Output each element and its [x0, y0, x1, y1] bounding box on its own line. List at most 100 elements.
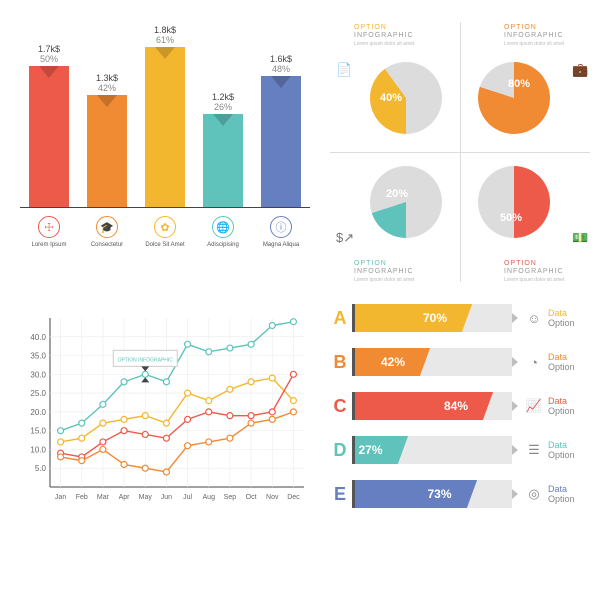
series-3	[61, 412, 294, 472]
pie-title: OPTION	[504, 260, 537, 267]
pie-title: OPTION	[354, 24, 387, 31]
marker	[100, 401, 106, 407]
hbar-letter: C	[330, 396, 350, 417]
hbar-pct-label: 70%	[423, 311, 447, 325]
marker	[79, 435, 85, 441]
marker	[206, 349, 212, 355]
pie-lorem: Lorem ipsum dolor sit amet	[504, 41, 564, 47]
hbar-pct-label: 27%	[359, 443, 383, 457]
marker	[290, 398, 296, 404]
marker	[185, 443, 191, 449]
svg-text:Jun: Jun	[161, 494, 172, 501]
svg-text:Nov: Nov	[266, 494, 279, 501]
category-caption: Consectetur	[87, 242, 127, 248]
marker	[185, 416, 191, 422]
svg-text:Jul: Jul	[183, 494, 192, 501]
marker	[269, 323, 275, 329]
bar-notch-icon	[39, 66, 59, 78]
hbar-icon: ◎	[524, 486, 544, 502]
bar-notch-icon	[213, 114, 233, 126]
pie-icon: $↗	[336, 230, 354, 246]
marker	[163, 420, 169, 426]
bar-chart: 1.7k$50%1.3k$42%1.8k$61%1.2k$26%1.6k$48%…	[20, 48, 310, 273]
pie-tr: OPTIONINFOGRAPHICLorem ipsum dolor sit a…	[460, 22, 590, 152]
marker	[121, 416, 127, 422]
marker	[163, 469, 169, 475]
pie-pct-label: 40%	[380, 92, 402, 104]
series-1	[61, 378, 294, 442]
svg-text:30.0: 30.0	[30, 370, 46, 379]
hbar-arrow-icon	[512, 401, 518, 411]
hbar-text: DataOption	[548, 352, 575, 372]
hbar-text: DataOption	[548, 396, 575, 416]
bar-rect	[145, 47, 185, 207]
category-caption: Dolce Sit Amet	[145, 242, 185, 248]
pie-subtitle: INFOGRAPHIC	[504, 268, 564, 275]
category-icon: ☩	[38, 216, 60, 238]
category-icon: ✿	[154, 216, 176, 238]
marker	[248, 420, 254, 426]
marker	[227, 413, 233, 419]
pie-circle	[478, 62, 550, 134]
bar-rect	[87, 95, 127, 207]
pie-lorem: Lorem ipsum dolor sit amet	[354, 41, 414, 47]
bar-label: 1.2k$26%	[212, 92, 234, 112]
hbar-list: A70%☺DataOptionB42%◔DataOptionC84%📈DataO…	[330, 300, 592, 540]
marker	[227, 386, 233, 392]
marker	[290, 319, 296, 325]
hbar-slant	[452, 480, 476, 508]
svg-text:20.0: 20.0	[30, 408, 46, 417]
hbar-pct-label: 84%	[444, 399, 468, 413]
svg-text:25.0: 25.0	[30, 389, 46, 398]
marker	[248, 379, 254, 385]
hbar-letter: E	[330, 484, 350, 505]
svg-text:40.0: 40.0	[30, 333, 46, 342]
hbar-slant	[469, 392, 493, 420]
marker	[142, 413, 148, 419]
category-icon: ⓘ	[270, 216, 292, 238]
marker	[121, 379, 127, 385]
svg-text:May: May	[139, 494, 153, 501]
line-chart: 5.010.015.020.025.030.035.040.0JanFebMar…	[20, 310, 310, 505]
marker	[185, 390, 191, 396]
marker	[163, 379, 169, 385]
pie-bl: OPTIONINFOGRAPHICLorem ipsum dolor sit a…	[330, 152, 460, 282]
pie-subtitle: INFOGRAPHIC	[354, 32, 414, 39]
category-icon: 🌐	[212, 216, 234, 238]
marker	[290, 371, 296, 377]
marker	[79, 458, 85, 464]
bar-rect	[203, 114, 243, 207]
svg-text:Sep: Sep	[224, 494, 237, 501]
pie-pct-label: 50%	[500, 212, 522, 224]
hbar-row-B: B42%◔DataOption	[330, 344, 592, 380]
pie-circle	[370, 166, 442, 238]
svg-text:5.0: 5.0	[35, 464, 47, 473]
hbar-icon: 📈	[524, 398, 544, 414]
hbar-icon: ☰	[524, 442, 544, 458]
pie-lorem: Lorem ipsum dolor sit amet	[504, 277, 564, 283]
marker	[206, 409, 212, 415]
pie-grid: OPTIONINFOGRAPHICLorem ipsum dolor sit a…	[330, 22, 590, 282]
svg-text:Feb: Feb	[76, 494, 88, 501]
svg-text:35.0: 35.0	[30, 352, 46, 361]
marker	[58, 428, 64, 434]
svg-text:OPTION INFOGRAPHIC: OPTION INFOGRAPHIC	[118, 357, 174, 363]
bar-category-2: ✿ Dolce Sit Amet	[145, 216, 185, 248]
bar-3: 1.2k$26%	[203, 114, 243, 207]
hbar-track: 70%	[352, 304, 512, 332]
bar-category-0: ☩Lorem Ipsum	[29, 216, 69, 248]
marker	[100, 420, 106, 426]
bar-label: 1.8k$61%	[154, 25, 176, 45]
hbar-text: DataOption	[548, 440, 575, 460]
line-chart-svg: 5.010.015.020.025.030.035.040.0JanFebMar…	[20, 310, 310, 505]
callout: OPTION INFOGRAPHIC	[113, 350, 177, 382]
marker	[121, 428, 127, 434]
bar-2: 1.8k$61%	[145, 47, 185, 207]
pie-subtitle: INFOGRAPHIC	[504, 32, 564, 39]
marker	[206, 439, 212, 445]
hbar-row-C: C 84% 📈DataOption	[330, 388, 592, 424]
svg-text:Aug: Aug	[203, 494, 216, 501]
bar-notch-icon	[97, 95, 117, 107]
bar-category-3: 🌐Adiscipising	[203, 216, 243, 248]
bar-rect	[29, 66, 69, 207]
